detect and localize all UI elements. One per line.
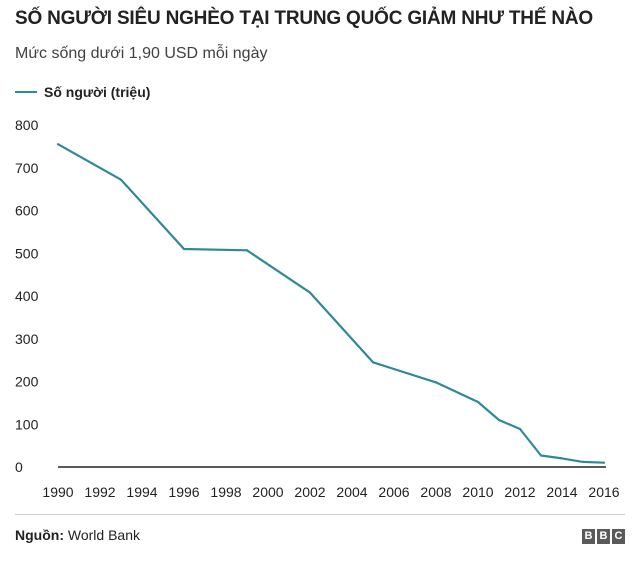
- data-point: [539, 454, 543, 457]
- data-point: [371, 361, 375, 364]
- x-tick-label: 1992: [84, 484, 115, 500]
- x-tick-label: 2006: [378, 484, 409, 500]
- x-tick-label: 1990: [42, 484, 73, 500]
- y-tick-label: 800: [15, 117, 39, 133]
- y-tick-label: 100: [15, 416, 39, 432]
- y-tick-label: 0: [15, 459, 23, 475]
- data-point: [581, 460, 585, 463]
- y-tick-label: 600: [15, 203, 39, 219]
- y-tick-label: 400: [15, 288, 39, 304]
- chart-title: SỐ NGƯỜI SIÊU NGHÈO TẠI TRUNG QUỐC GIẢM …: [15, 8, 593, 29]
- footer-divider: [15, 514, 625, 515]
- data-point: [56, 143, 60, 146]
- source-text: World Bank: [67, 527, 140, 543]
- y-tick-label: 700: [15, 160, 39, 176]
- x-tick-label: 2014: [546, 484, 577, 500]
- x-tick-label: 2002: [294, 484, 325, 500]
- source-note: Nguồn: World Bank: [15, 527, 140, 543]
- bbc-logo: B B C: [582, 529, 625, 544]
- x-axis-ticks: 1990 1992 1994 1996 1998 2000 2002 2004 2006 2008…: [42, 484, 619, 500]
- x-tick-label: 2010: [462, 484, 493, 500]
- data-point: [560, 457, 564, 460]
- data-point: [476, 400, 480, 404]
- y-tick-label: 200: [15, 374, 39, 390]
- x-tick-label: 2000: [252, 484, 283, 500]
- y-tick-label: 500: [15, 245, 39, 261]
- legend-label: Số người (triệu): [44, 84, 151, 100]
- x-tick-label: 1998: [210, 484, 241, 500]
- chart-subtitle: Mức sống dưới 1,90 USD mỗi ngày: [15, 45, 268, 62]
- y-tick-label: 300: [15, 331, 39, 347]
- source-label: Nguồn:: [15, 527, 64, 543]
- series-layer: [56, 143, 606, 464]
- legend-swatch: [15, 91, 37, 93]
- bbc-logo-letter: B: [582, 529, 595, 544]
- data-point: [602, 461, 606, 464]
- x-tick-label: 2012: [504, 484, 535, 500]
- data-point: [308, 291, 312, 294]
- y-axis-ticks: 0 100 200 300 400 500 600 700 800: [15, 117, 39, 475]
- data-point: [119, 178, 123, 181]
- data-point: [434, 381, 438, 384]
- x-tick-label: 2016: [588, 484, 619, 500]
- data-point: [245, 249, 249, 252]
- x-tick-label: 2004: [336, 484, 367, 500]
- bbc-logo-letter: B: [597, 529, 610, 544]
- data-point: [497, 418, 501, 422]
- bbc-logo-letter: C: [612, 529, 625, 544]
- series-line: [57, 143, 605, 464]
- x-tick-label: 1996: [168, 484, 199, 500]
- legend: Số người (triệu): [15, 84, 150, 100]
- data-point: [518, 427, 522, 431]
- x-tick-label: 2008: [420, 484, 451, 500]
- x-tick-label: 1994: [126, 484, 157, 500]
- data-point: [182, 247, 186, 251]
